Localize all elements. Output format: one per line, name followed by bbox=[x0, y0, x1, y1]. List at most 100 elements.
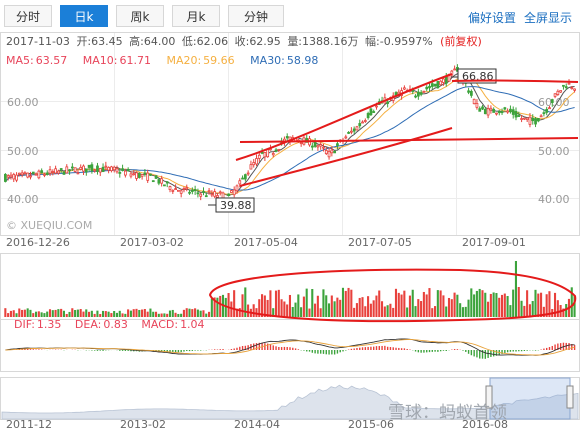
candle-body bbox=[188, 191, 191, 194]
candle-body bbox=[486, 108, 490, 116]
candle-body bbox=[531, 117, 535, 122]
overview-x-tick: 2011-12 bbox=[6, 418, 52, 431]
overview-x-tick: 2013-02 bbox=[120, 418, 166, 431]
ma30-label: MA30: bbox=[250, 54, 285, 67]
candle-body bbox=[520, 118, 523, 120]
volume-bar bbox=[498, 297, 501, 317]
volume-bar bbox=[506, 296, 509, 317]
volume-bar bbox=[219, 295, 222, 317]
candle-body bbox=[143, 172, 147, 175]
volume-bar bbox=[280, 299, 283, 317]
candle-body bbox=[54, 168, 57, 174]
volume-bar bbox=[132, 309, 135, 317]
tab-intraday[interactable]: 分时 bbox=[4, 5, 52, 27]
y-tick-left: 50.00 bbox=[7, 145, 39, 158]
volume-bar bbox=[34, 311, 38, 317]
volume-bar bbox=[99, 313, 102, 317]
candle-body bbox=[151, 180, 155, 183]
volume-bar bbox=[143, 308, 146, 317]
volume-bar bbox=[32, 313, 35, 317]
candle-body bbox=[199, 193, 203, 197]
candle-body bbox=[330, 149, 334, 154]
candle-body bbox=[190, 189, 194, 192]
candle-body bbox=[68, 169, 71, 172]
volume-bar bbox=[553, 292, 557, 317]
candle-body bbox=[500, 111, 504, 114]
volume-bar bbox=[68, 311, 71, 317]
candle-body bbox=[567, 82, 571, 85]
volume-bar bbox=[266, 299, 269, 317]
candle-body bbox=[271, 153, 275, 156]
volume-bar bbox=[319, 308, 322, 317]
volume-bar bbox=[244, 287, 247, 317]
info-change-label: 幅: bbox=[365, 35, 380, 48]
volume-bar bbox=[361, 297, 364, 317]
volume-bar bbox=[124, 313, 127, 317]
candle-body bbox=[274, 149, 278, 152]
tab-minute[interactable]: 分钟 bbox=[228, 5, 284, 27]
ma5-line bbox=[5, 71, 575, 197]
candle-body bbox=[310, 145, 314, 148]
volume-bar bbox=[60, 308, 63, 317]
candle-body bbox=[366, 113, 370, 119]
volume-bar bbox=[29, 309, 32, 317]
tab-weekly-k[interactable]: 周k bbox=[116, 5, 164, 27]
volume-bar bbox=[422, 291, 425, 317]
tab-monthly-k[interactable]: 月k bbox=[172, 5, 220, 27]
volume-bar bbox=[166, 313, 169, 317]
candle-body bbox=[204, 195, 208, 198]
volume-bar bbox=[93, 313, 96, 317]
fullscreen-link[interactable]: 全屏显示 bbox=[524, 11, 573, 25]
volume-bar bbox=[261, 294, 264, 317]
volume-bar bbox=[96, 310, 99, 317]
candle-body bbox=[82, 165, 85, 172]
volume-bar bbox=[439, 290, 442, 317]
volume-bar bbox=[37, 311, 40, 317]
candle-body bbox=[475, 103, 479, 108]
volume-bar bbox=[375, 295, 378, 317]
volume-bar bbox=[445, 306, 448, 317]
candle-body bbox=[146, 172, 150, 181]
candle-body bbox=[478, 108, 482, 112]
volume-bar bbox=[291, 306, 294, 317]
volume-bar bbox=[484, 292, 487, 317]
overview-right-handle bbox=[566, 385, 574, 409]
candle-body bbox=[542, 112, 546, 115]
tab-daily-k[interactable]: 日k bbox=[60, 5, 108, 27]
volume-bar bbox=[433, 306, 437, 317]
volume-bar bbox=[101, 310, 105, 317]
volume-bar bbox=[305, 288, 308, 317]
volume-bar bbox=[216, 297, 219, 317]
volume-bar bbox=[255, 308, 258, 317]
volume-bar bbox=[573, 295, 576, 317]
volume-bar bbox=[378, 290, 381, 317]
candle-body bbox=[57, 170, 60, 174]
x-tick: 2017-09-01 bbox=[462, 236, 526, 249]
volume-bar bbox=[509, 305, 512, 317]
candle-body bbox=[238, 180, 242, 185]
volume-bar bbox=[492, 292, 495, 317]
dea-value: 0.83 bbox=[103, 318, 128, 331]
volume-bar bbox=[23, 309, 26, 317]
candle-body bbox=[210, 193, 214, 196]
candle-body bbox=[403, 87, 406, 90]
settings-link[interactable]: 偏好设置 bbox=[468, 11, 517, 25]
candle-body bbox=[386, 101, 390, 104]
volume-bar bbox=[495, 293, 498, 317]
candle-body bbox=[316, 145, 320, 148]
candle-body bbox=[29, 175, 32, 178]
overview-navigator[interactable] bbox=[1, 377, 579, 420]
volume-bar bbox=[110, 313, 113, 317]
candle-body bbox=[319, 144, 323, 147]
candle-body bbox=[503, 107, 507, 110]
candle-body bbox=[472, 98, 476, 105]
candle-body bbox=[483, 108, 487, 115]
overview-x-tick: 2015-06 bbox=[348, 418, 394, 431]
candle-body bbox=[439, 80, 443, 86]
dif-value: 1.35 bbox=[37, 318, 62, 331]
volume-bar bbox=[565, 304, 568, 317]
volume-bar bbox=[414, 306, 417, 317]
info-low-label: 低: bbox=[182, 35, 197, 48]
volume-bar bbox=[386, 305, 389, 317]
upper-channel-line bbox=[235, 73, 453, 161]
